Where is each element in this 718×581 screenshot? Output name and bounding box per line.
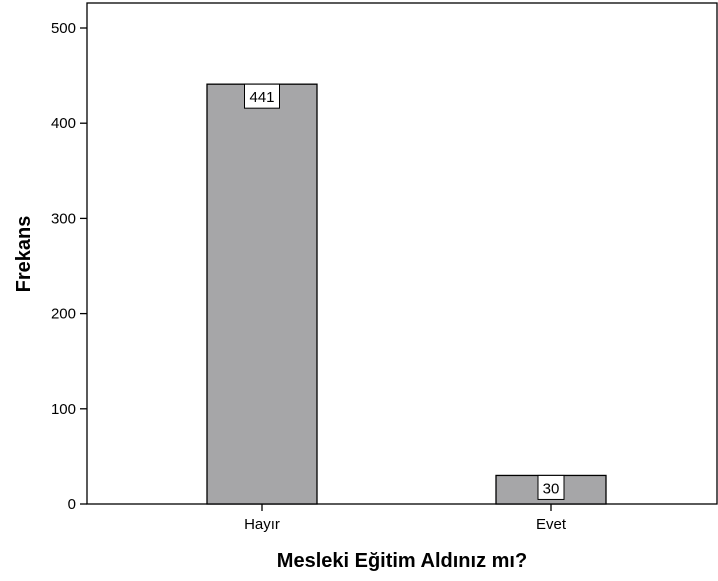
x-axis-title: Mesleki Eğitim Aldınız mı?	[277, 550, 527, 572]
y-tick-label: 100	[51, 401, 76, 418]
data-label: 441	[249, 89, 274, 106]
y-axis-title: Frekans	[13, 216, 35, 293]
y-tick-label: 400	[51, 115, 76, 132]
data-label: 30	[543, 480, 560, 497]
y-tick-label: 500	[51, 20, 76, 37]
data-label-box	[244, 83, 280, 109]
x-tick-label: Evet	[536, 516, 567, 533]
y-tick-label: 0	[68, 496, 76, 513]
x-axis: Hayır Evet	[244, 504, 567, 533]
y-tick-label: 200	[51, 306, 76, 323]
x-tick-label: Hayır	[244, 516, 280, 533]
y-tick-label: 300	[51, 210, 76, 227]
data-label-box	[537, 474, 565, 500]
plot-frame	[86, 2, 718, 505]
y-axis: 0 100 200 300 400 500	[51, 20, 87, 513]
bars: 441 30	[206, 83, 607, 505]
bar-hayır	[206, 83, 318, 505]
